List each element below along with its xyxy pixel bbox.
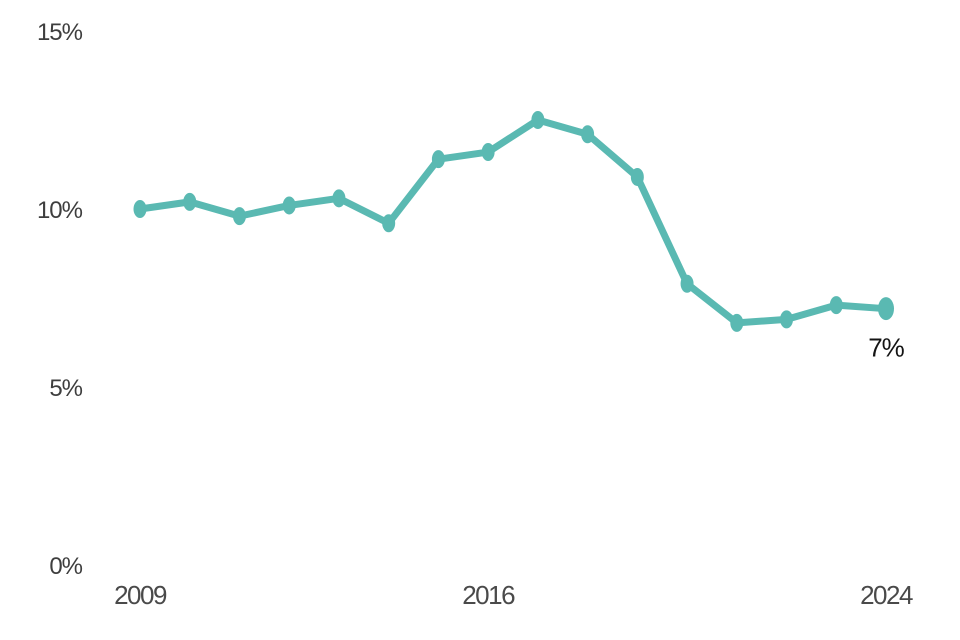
data-point [630, 167, 644, 186]
data-point [332, 189, 346, 208]
data-point [282, 196, 296, 215]
y-tick-label: 0% [49, 553, 82, 580]
x-tick-label: 2009 [114, 580, 167, 610]
x-tick-label: 2024 [860, 580, 913, 610]
data-point [133, 200, 147, 218]
data-point [382, 214, 396, 233]
data-point [730, 313, 744, 332]
data-point [531, 111, 545, 129]
x-tick-label: 2016 [462, 580, 515, 610]
x-axis-labels: 2009 2016 2024 [114, 580, 914, 610]
data-point [232, 207, 246, 226]
series-polyline [136, 116, 890, 327]
y-axis-labels: 0% 5% 10% 15% [37, 19, 84, 580]
data-point-final [878, 297, 894, 321]
data-point [581, 125, 595, 144]
data-points [133, 111, 894, 332]
data-point [780, 310, 794, 329]
data-line [136, 116, 890, 327]
data-point [481, 143, 495, 162]
data-point [829, 296, 843, 315]
end-value-label: 7% [868, 333, 904, 363]
data-point [431, 150, 445, 169]
data-point [183, 192, 197, 211]
data-point [680, 274, 694, 293]
y-tick-label: 10% [37, 197, 83, 224]
y-tick-label: 5% [49, 375, 82, 402]
y-tick-label: 15% [37, 19, 83, 46]
